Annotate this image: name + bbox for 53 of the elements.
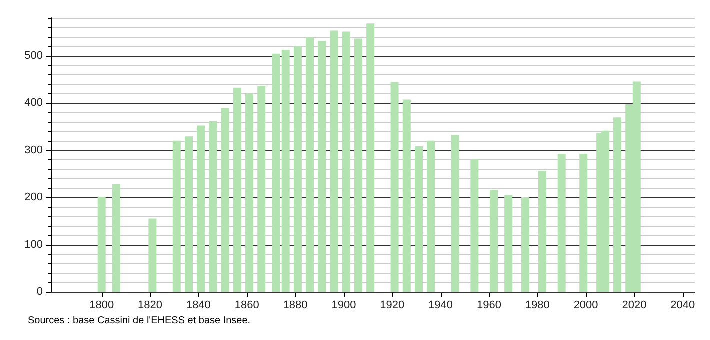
- bar: [354, 38, 362, 292]
- bar: [98, 197, 106, 292]
- y-tick-label: 500: [24, 50, 43, 62]
- bar: [451, 135, 460, 292]
- x-tick-label: 1940: [428, 300, 454, 312]
- bar: [402, 100, 411, 292]
- bar: [209, 121, 218, 292]
- bar: [614, 118, 622, 292]
- bar: [221, 108, 230, 292]
- bar: [112, 184, 120, 292]
- source-note: Sources : base Cassini de l'EHESS et base Insee.: [28, 316, 251, 326]
- bar: [390, 82, 399, 292]
- bar: [148, 218, 157, 292]
- y-tick-label: 0: [36, 286, 43, 298]
- bar: [294, 46, 302, 292]
- y-tick-label: 400: [24, 97, 43, 110]
- bar: [197, 126, 206, 292]
- y-tick-label: 100: [24, 238, 43, 251]
- bar: [504, 195, 513, 292]
- x-tick-label: 1860: [234, 300, 260, 312]
- bar: [246, 94, 254, 292]
- x-tick-label: 1880: [283, 300, 308, 312]
- y-tick-label: 200: [24, 192, 43, 204]
- bar: [282, 50, 290, 292]
- bar: [306, 37, 314, 292]
- bar: [415, 146, 423, 292]
- bar: [558, 154, 566, 292]
- x-tick-label: 1980: [525, 300, 550, 312]
- bar: [172, 140, 181, 292]
- bar: [330, 30, 338, 292]
- bar: [427, 140, 436, 292]
- y-tick-label: 300: [24, 144, 43, 156]
- x-tick-label: 1840: [186, 300, 211, 312]
- bar: [233, 88, 242, 292]
- bar: [366, 24, 375, 292]
- bar: [318, 41, 326, 292]
- bar: [272, 54, 280, 292]
- bar: [470, 159, 479, 292]
- x-tick-label: 1920: [380, 300, 405, 312]
- x-tick-label: 1960: [476, 300, 502, 312]
- bar: [522, 198, 530, 292]
- x-tick-label: 1900: [332, 300, 356, 312]
- x-tick-label: 2040: [670, 300, 696, 312]
- x-tick-label: 2020: [622, 300, 647, 312]
- x-tick-label: 1820: [138, 300, 163, 312]
- x-tick-label: 1800: [90, 300, 114, 312]
- bar: [490, 190, 498, 292]
- bar: [538, 171, 546, 292]
- bar: [342, 32, 350, 292]
- bar: [580, 154, 588, 292]
- x-tick-label: 2000: [574, 300, 598, 312]
- bar: [185, 136, 193, 292]
- bar: [258, 86, 266, 292]
